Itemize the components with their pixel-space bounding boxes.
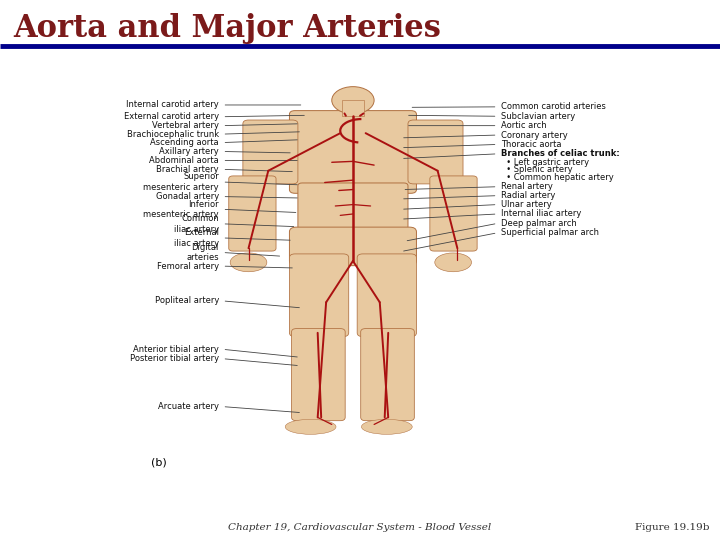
- Text: Axillary artery: Axillary artery: [159, 147, 219, 156]
- Text: Popliteal artery: Popliteal artery: [155, 296, 219, 306]
- Text: Coronary artery: Coronary artery: [501, 131, 568, 139]
- Text: Thoracic aorta: Thoracic aorta: [501, 140, 562, 149]
- Text: • Common hepatic artery: • Common hepatic artery: [501, 173, 614, 182]
- Text: Renal artery: Renal artery: [501, 182, 553, 191]
- Text: Radial artery: Radial artery: [501, 191, 556, 200]
- Text: Brachial artery: Brachial artery: [156, 165, 219, 174]
- FancyBboxPatch shape: [289, 254, 348, 336]
- Text: Abdominal aorta: Abdominal aorta: [149, 156, 219, 165]
- Text: • Left gastric artery: • Left gastric artery: [501, 158, 589, 167]
- Ellipse shape: [435, 253, 472, 272]
- Text: External carotid artery: External carotid artery: [124, 112, 219, 121]
- Text: Common carotid arteries: Common carotid arteries: [501, 103, 606, 111]
- Bar: [342, 100, 364, 116]
- Text: • Splenic artery: • Splenic artery: [501, 165, 572, 174]
- Text: (b): (b): [151, 458, 167, 468]
- Text: Common
iliac artery: Common iliac artery: [174, 214, 219, 233]
- Text: Arcuate artery: Arcuate artery: [158, 402, 219, 411]
- FancyBboxPatch shape: [289, 227, 416, 266]
- Text: Branches of celiac trunk:: Branches of celiac trunk:: [501, 150, 620, 158]
- FancyBboxPatch shape: [298, 183, 408, 239]
- Ellipse shape: [230, 253, 267, 272]
- Text: Ascending aorta: Ascending aorta: [150, 138, 219, 147]
- FancyBboxPatch shape: [361, 329, 414, 421]
- FancyBboxPatch shape: [229, 176, 276, 251]
- FancyBboxPatch shape: [430, 176, 477, 251]
- Text: Ulnar artery: Ulnar artery: [501, 200, 552, 209]
- Text: Chapter 19, Cardiovascular System - Blood Vessel: Chapter 19, Cardiovascular System - Bloo…: [228, 523, 492, 532]
- Text: Deep palmar arch: Deep palmar arch: [501, 219, 577, 228]
- Text: Internal iliac artery: Internal iliac artery: [501, 210, 582, 219]
- Text: External
iliac artery: External iliac artery: [174, 228, 219, 248]
- Text: Vertebral artery: Vertebral artery: [152, 121, 219, 130]
- Ellipse shape: [285, 419, 336, 434]
- Text: Inferior
mesenteric artery: Inferior mesenteric artery: [143, 200, 219, 219]
- Text: Brachiocephalic trunk: Brachiocephalic trunk: [127, 130, 219, 139]
- Text: Digital
arteries: Digital arteries: [186, 243, 219, 262]
- Ellipse shape: [361, 419, 413, 434]
- Text: Aorta and Major Arteries: Aorta and Major Arteries: [13, 14, 441, 44]
- Text: Figure 19.19b: Figure 19.19b: [635, 523, 709, 532]
- Text: Superior
mesenteric artery: Superior mesenteric artery: [143, 172, 219, 192]
- Text: Femoral artery: Femoral artery: [157, 261, 219, 271]
- FancyBboxPatch shape: [292, 329, 345, 421]
- Text: Internal carotid artery: Internal carotid artery: [126, 100, 219, 110]
- Text: Subclavian artery: Subclavian artery: [501, 112, 575, 121]
- Ellipse shape: [332, 86, 374, 114]
- Text: Posterior tibial artery: Posterior tibial artery: [130, 354, 219, 363]
- FancyBboxPatch shape: [243, 120, 298, 184]
- Text: Superficial palmar arch: Superficial palmar arch: [501, 228, 599, 237]
- FancyBboxPatch shape: [408, 120, 463, 184]
- Text: Gonadal artery: Gonadal artery: [156, 192, 219, 201]
- FancyBboxPatch shape: [357, 254, 416, 336]
- Text: Anterior tibial artery: Anterior tibial artery: [133, 345, 219, 354]
- Text: Aortic arch: Aortic arch: [501, 121, 546, 130]
- FancyBboxPatch shape: [289, 111, 416, 193]
